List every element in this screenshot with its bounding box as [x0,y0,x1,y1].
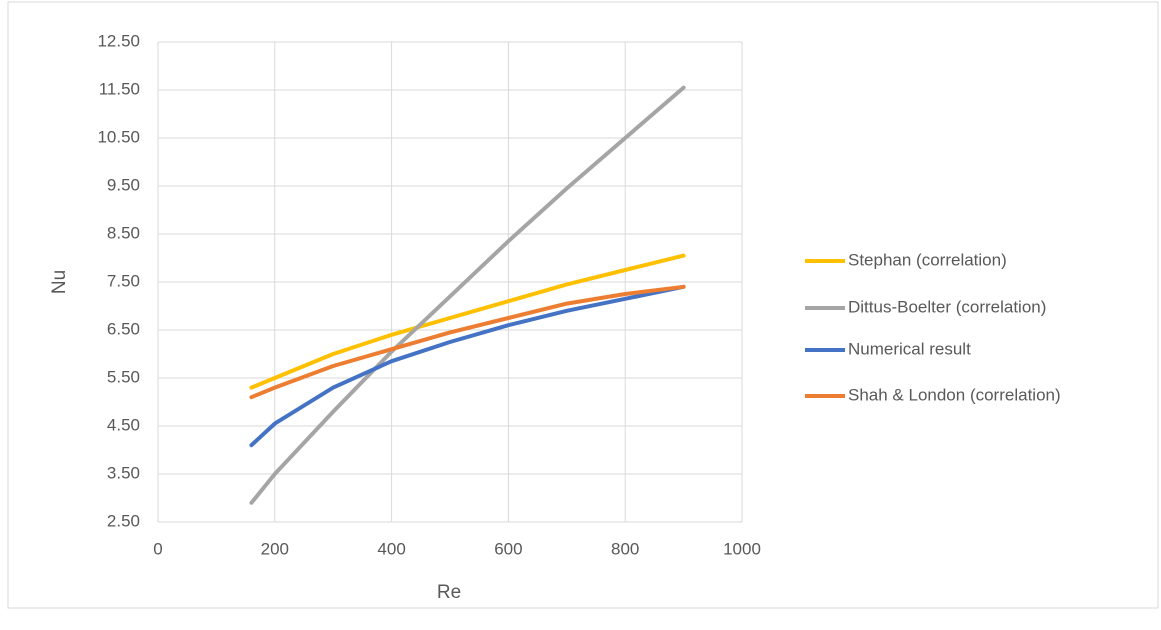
legend-label: Dittus-Boelter (correlation) [848,297,1046,316]
y-axis-label: Nu [49,270,70,294]
y-tick-label: 8.50 [107,223,140,242]
series-line [249,284,686,400]
y-tick-label: 4.50 [107,415,140,434]
legend-label: Numerical result [848,339,971,358]
y-tick-label: 9.50 [107,175,140,194]
y-tick-label: 12.50 [97,31,140,50]
chart-area [7,1,1159,609]
y-tick-label: 7.50 [107,271,140,290]
y-tick-label: 5.50 [107,367,140,386]
legend-label: Shah & London (correlation) [848,385,1061,404]
x-tick-label: 1000 [723,539,761,558]
x-tick-label: 800 [611,539,639,558]
x-tick-label: 600 [494,539,522,558]
y-tick-label: 11.50 [99,79,140,98]
y-tick-label: 10.50 [97,127,140,146]
x-tick-label: 0 [153,539,162,558]
x-tick-label: 200 [261,539,289,558]
y-tick-label: 6.50 [107,319,140,338]
x-axis-label: Re [437,582,461,603]
series-line [249,85,686,505]
series-line [249,284,686,448]
y-tick-label: 3.50 [107,463,140,482]
x-tick-label: 400 [377,539,405,558]
y-tick-label: 2.50 [107,511,140,530]
series-line [249,253,686,390]
legend-label: Stephan (correlation) [848,250,1007,269]
